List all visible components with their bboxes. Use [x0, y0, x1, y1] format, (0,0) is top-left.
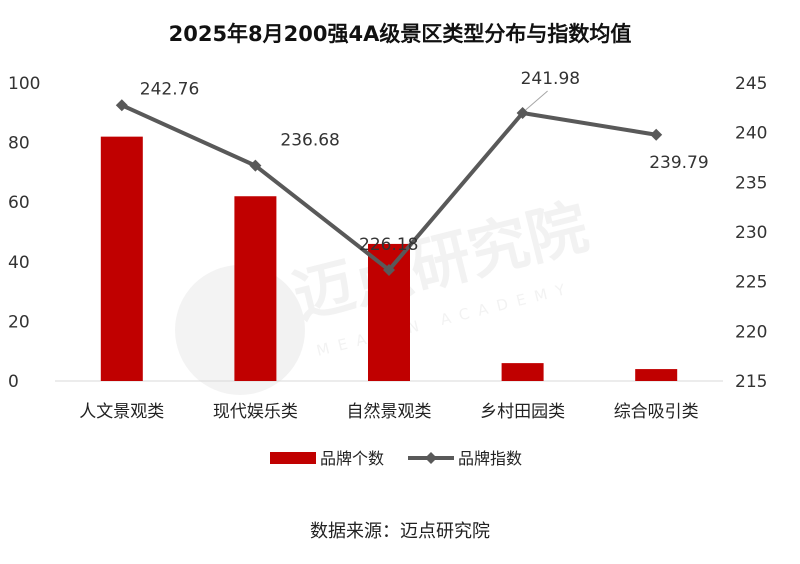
left-axis-tick-label: 100 [8, 74, 40, 94]
bar [635, 369, 678, 381]
category-label: 自然景观类 [347, 402, 432, 422]
legend: 品牌个数 品牌指数 [270, 449, 522, 468]
left-axis-tick-label: 20 [8, 312, 30, 332]
data-label: 242.76 [140, 79, 199, 99]
right-axis-tick-label: 220 [735, 322, 767, 342]
left-axis-tick-label: 40 [8, 253, 30, 273]
bar [234, 196, 277, 381]
chart-title: 2025年8月200强4A级景区类型分布与指数均值 [168, 22, 632, 46]
category-axis: 人文景观类 现代娱乐类 自然景观类 乡村田园类 综合吸引类 [79, 402, 698, 422]
left-y-axis: 0 20 40 60 80 100 [8, 74, 40, 392]
right-y-axis: 215 220 225 230 235 240 245 [735, 74, 767, 392]
data-label: 236.68 [280, 131, 339, 151]
category-label: 人文景观类 [79, 402, 164, 422]
category-label: 乡村田园类 [480, 402, 565, 422]
data-labels: 242.76 236.68 226.18 241.98 239.79 [140, 69, 709, 255]
data-label: 239.79 [649, 153, 708, 173]
legend-line-label: 品牌指数 [458, 449, 522, 468]
right-axis-tick-label: 230 [735, 223, 767, 243]
line-point [115, 99, 128, 112]
data-label: 241.98 [521, 69, 580, 89]
right-axis-tick-label: 245 [735, 74, 767, 94]
right-axis-tick-label: 225 [735, 273, 767, 293]
legend-bar-swatch [270, 452, 316, 464]
left-axis-tick-label: 60 [8, 193, 30, 213]
data-label: 226.18 [359, 235, 418, 255]
left-axis-tick-label: 80 [8, 134, 30, 154]
left-axis-tick-label: 0 [8, 372, 19, 392]
line-point [650, 128, 663, 141]
category-label: 现代娱乐类 [213, 402, 298, 422]
data-label-leader-line [525, 90, 548, 111]
bar-series [100, 136, 678, 381]
source-note: 数据来源：迈点研究院 [310, 521, 490, 542]
legend-bar-label: 品牌个数 [320, 449, 384, 468]
category-label: 综合吸引类 [614, 402, 699, 422]
right-axis-tick-label: 240 [735, 124, 767, 144]
right-axis-tick-label: 215 [735, 372, 767, 392]
legend-line-marker [425, 452, 437, 464]
line-point [249, 159, 262, 172]
bar [501, 363, 544, 381]
bar [100, 136, 143, 381]
line-point [383, 263, 395, 276]
right-axis-tick-label: 235 [735, 173, 767, 193]
